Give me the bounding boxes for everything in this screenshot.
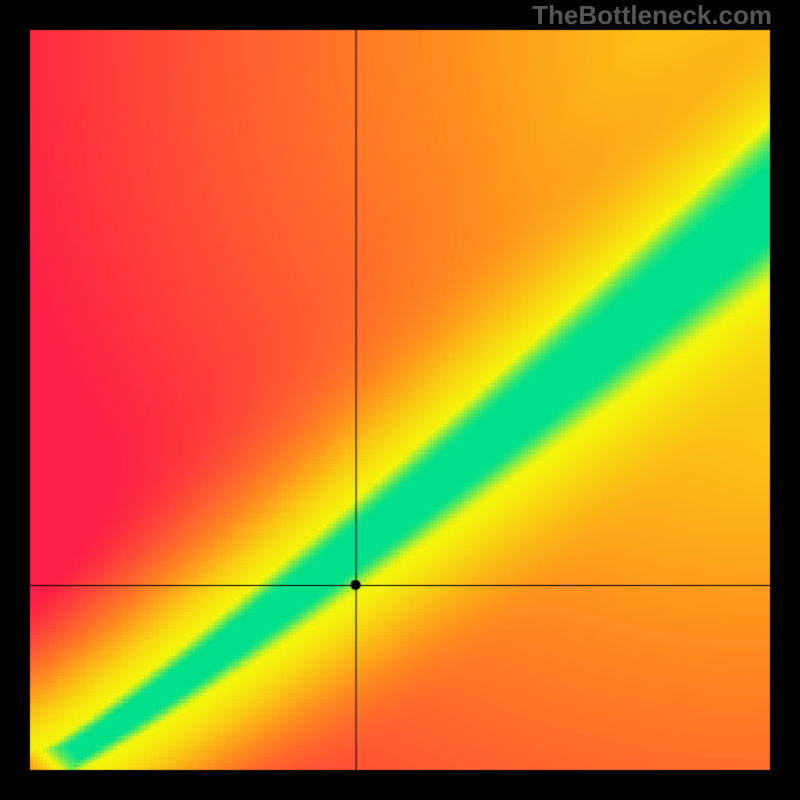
watermark-text: TheBottleneck.com: [532, 0, 772, 31]
chart-container: TheBottleneck.com: [0, 0, 800, 800]
bottleneck-heatmap: [0, 0, 800, 800]
